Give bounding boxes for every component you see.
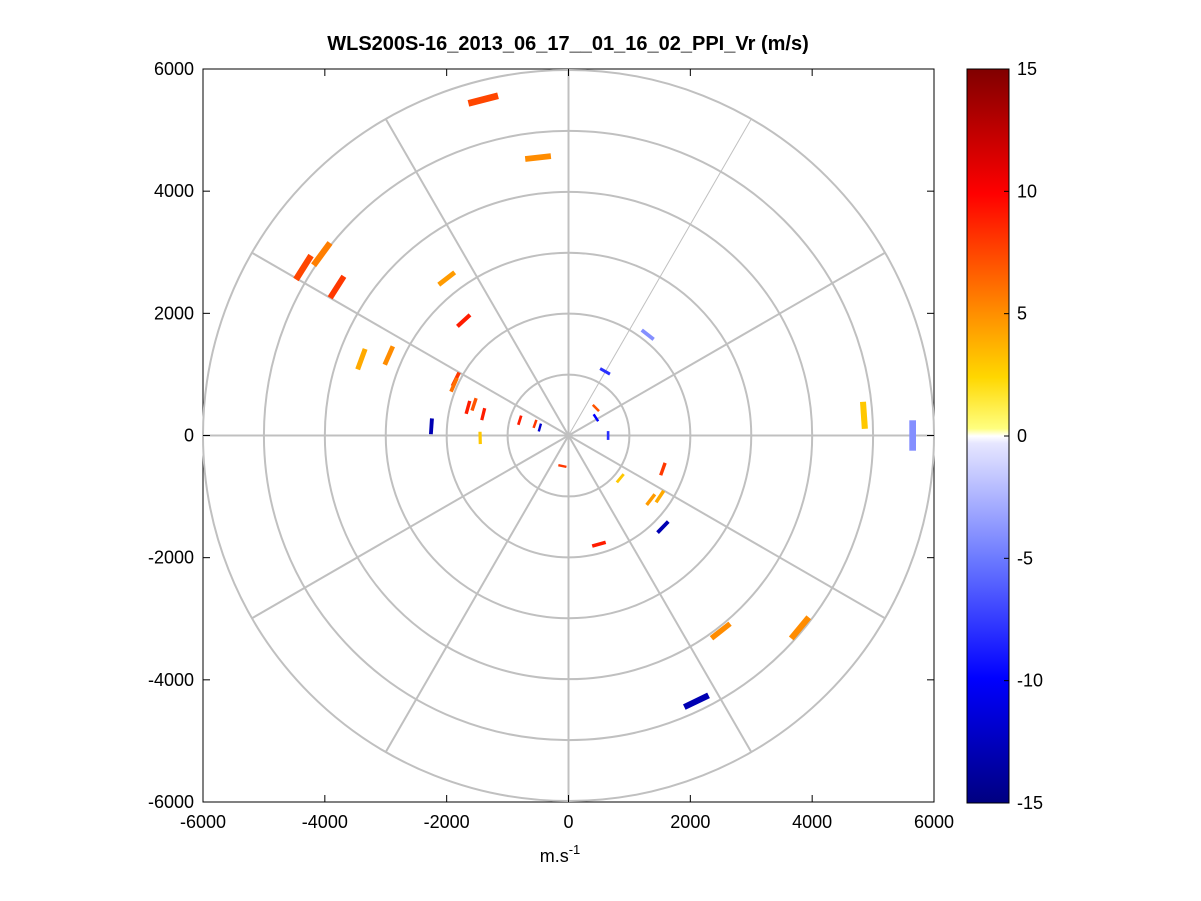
colorbar-tick-label: 0: [1017, 426, 1027, 446]
velocity-segment: [683, 692, 710, 710]
x-tick-label: -4000: [302, 812, 348, 832]
x-tick-label: -2000: [424, 812, 470, 832]
velocity-segment: [537, 423, 543, 432]
x-axis-label-base: m.s: [540, 846, 569, 866]
velocity-segment: [659, 462, 667, 476]
x-tick-label: 0: [563, 812, 573, 832]
x-tick-label: 4000: [792, 812, 832, 832]
colorbar: [966, 68, 1010, 804]
y-tick-label: 4000: [154, 181, 194, 201]
velocity-segment: [656, 520, 670, 534]
velocity-segment: [591, 540, 607, 548]
velocity-segment: [437, 270, 457, 287]
colorbar-tick-label: -10: [1017, 671, 1043, 691]
y-tick-label: -6000: [148, 792, 194, 812]
x-tick-label: -6000: [180, 812, 226, 832]
velocity-segment: [788, 615, 812, 641]
velocity-segment: [467, 92, 499, 107]
velocity-segment: [909, 420, 916, 451]
x-axis-label-superscript: -1: [569, 842, 581, 857]
colorbar-tick-label: -15: [1017, 793, 1043, 813]
grid-spoke-60: [568, 118, 752, 436]
x-axis-ticks: -6000 -4000 -2000 0 2000 4000 6000: [180, 69, 954, 832]
velocity-segment: [517, 415, 523, 426]
velocity-segment: [524, 153, 552, 162]
grid-spoke-30: [568, 251, 886, 437]
velocity-segment: [480, 407, 487, 421]
velocity-segment: [311, 241, 333, 268]
colorbar-ticks: -15 -10 -5 0 5 10 15: [1004, 59, 1043, 813]
velocity-segment: [558, 464, 567, 468]
y-axis-ticks: -6000 -4000 -2000 0 2000 4000 6000: [148, 59, 934, 812]
y-tick-label: 0: [184, 426, 194, 446]
velocity-segment: [860, 401, 868, 429]
velocity-segment: [606, 431, 610, 440]
velocity-segment: [709, 621, 732, 641]
velocity-segment: [478, 431, 482, 445]
velocity-segment: [640, 328, 655, 341]
grid-spoke-330: [568, 434, 886, 620]
colorbar-tick-label: -5: [1017, 548, 1033, 568]
velocity-segment: [591, 404, 600, 412]
velocity-segment: [599, 367, 611, 376]
grid-spoke-210: [251, 434, 569, 620]
y-tick-label: 2000: [154, 303, 194, 323]
velocity-segment: [464, 400, 472, 415]
grid-spoke-150: [251, 251, 569, 437]
colorbar-tick-label: 15: [1017, 59, 1037, 79]
grid-spoke-300: [567, 435, 753, 753]
velocity-segment: [470, 397, 478, 412]
velocity-segment: [645, 493, 657, 506]
x-axis-label: m.s-1: [540, 842, 581, 866]
velocity-segments: [293, 92, 916, 710]
velocity-segment: [355, 348, 368, 371]
colorbar-tick-label: 10: [1017, 181, 1037, 201]
chart-title: WLS200S-16_2013_06_17__01_16_02_PPI_Vr (…: [327, 33, 808, 55]
y-tick-label: -4000: [148, 670, 194, 690]
x-tick-label: 6000: [914, 812, 954, 832]
velocity-segment: [449, 377, 459, 393]
velocity-segment: [532, 419, 538, 429]
velocity-segment: [382, 345, 395, 366]
velocity-segment: [615, 473, 625, 484]
x-tick-label: 2000: [670, 812, 710, 832]
velocity-segment: [592, 413, 600, 422]
polar-grid: [202, 69, 935, 802]
y-tick-label: 6000: [154, 59, 194, 79]
grid-spoke-120: [384, 118, 570, 436]
colorbar-tick-label: 5: [1017, 304, 1027, 324]
velocity-segment: [456, 313, 472, 328]
grid-spoke-240: [384, 435, 570, 753]
velocity-segment: [429, 418, 434, 435]
velocity-segment: [327, 274, 347, 300]
velocity-segment: [293, 253, 314, 282]
velocity-segment: [654, 489, 666, 504]
y-tick-label: -2000: [148, 548, 194, 568]
